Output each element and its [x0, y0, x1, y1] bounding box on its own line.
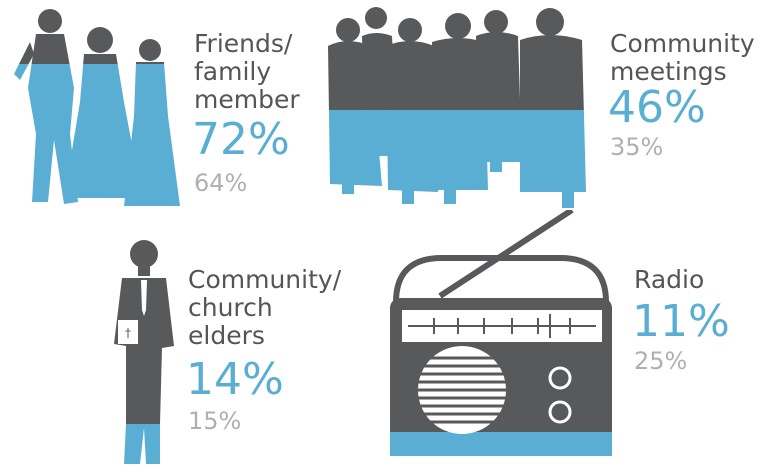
value-community-meetings-secondary: 35% [610, 133, 664, 161]
label-friends-family: Friends/ family member [194, 29, 300, 114]
radio-icon [390, 210, 612, 456]
family-icon [14, 9, 180, 206]
label-church-elders: Community/ church elders [188, 265, 342, 350]
value-friends-family-secondary: 64% [194, 169, 248, 197]
label-community-meetings: Community meetings [610, 29, 755, 86]
crowd-icon [328, 7, 586, 208]
value-radio-secondary: 25% [634, 347, 688, 375]
value-radio-primary: 11% [632, 296, 730, 347]
svg-text:†: † [125, 326, 131, 340]
value-community-meetings-primary: 46% [608, 82, 706, 133]
value-church-elders-secondary: 15% [188, 407, 242, 435]
label-radio: Radio [634, 265, 705, 294]
value-friends-family-primary: 72% [192, 114, 290, 165]
value-church-elders-primary: 14% [186, 354, 284, 405]
elder-icon: † [114, 240, 174, 464]
